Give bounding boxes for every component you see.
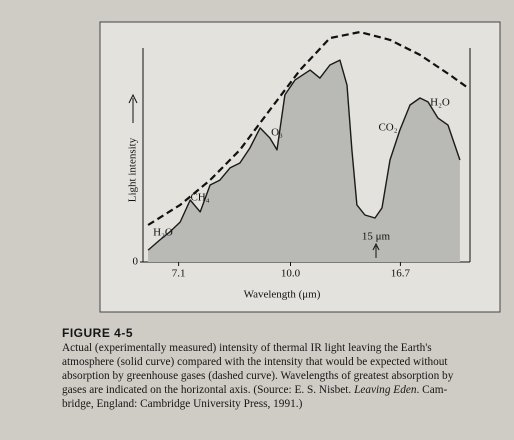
annotation: H₂O xyxy=(430,97,450,109)
plot: 7.1 10.0 16.7 0 H₂O CH₄ O₃ CO₂ H₂O 15 μm xyxy=(133,30,471,280)
annotation: H₂O xyxy=(153,227,173,239)
annotation: CO₂ xyxy=(378,122,397,134)
x-tick-label: 16.7 xyxy=(391,268,411,280)
caption-text: . Cam- xyxy=(416,384,448,396)
caption-label: FIGURE 4-5 xyxy=(62,326,134,340)
x-tick-label: 7.1 xyxy=(172,268,186,280)
solid-line xyxy=(147,59,461,251)
annotation: 15 μm xyxy=(362,231,391,243)
caption-line: bridge, England: Cambridge University Pr… xyxy=(62,398,303,410)
annotation: CH₄ xyxy=(190,192,209,204)
caption-text: gases are indicated on the horizontal ax… xyxy=(62,384,355,396)
figure: 7.1 10.0 16.7 0 H₂O CH₄ O₃ CO₂ H₂O 15 μm Waveleng… xyxy=(99,21,501,313)
caption-line: gases are indicated on the horizontal ax… xyxy=(62,383,512,397)
y-tick-label: 0 xyxy=(133,256,139,268)
annotation-arrow-head xyxy=(372,242,380,251)
caption-title: Leaving Eden xyxy=(354,384,417,396)
caption-line: Actual (experimentally measured) intensi… xyxy=(62,342,432,354)
annotation: O₃ xyxy=(271,127,283,139)
dashed-line xyxy=(147,30,469,226)
y-axis-title: Light intensity xyxy=(127,137,139,202)
x-tick-label: 10.0 xyxy=(281,268,301,280)
caption-line: absorption by greenhouse gases (dashed c… xyxy=(62,370,454,382)
area xyxy=(148,60,460,262)
caption: FIGURE 4-5 Actual (experimentally measur… xyxy=(62,326,512,411)
y-arrow-head xyxy=(128,93,138,104)
caption-line: atmosphere (solid curve) compared with t… xyxy=(62,356,448,368)
x-axis-title: Wavelength (μm) xyxy=(244,289,321,301)
